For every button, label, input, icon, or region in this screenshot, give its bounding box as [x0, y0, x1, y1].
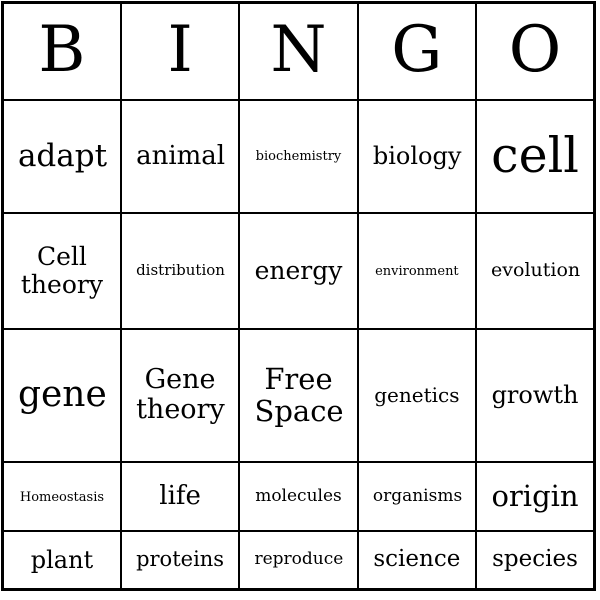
bingo-cell-word: life [159, 480, 201, 511]
bingo-cell-word: biochemistry [255, 149, 342, 165]
bingo-header-letter: B [38, 13, 86, 88]
bingo-cell-word: biology [372, 141, 462, 170]
bingo-cell: origin [475, 461, 596, 532]
bingo-cell: science [356, 529, 478, 591]
bingo-header-letter: G [391, 13, 443, 88]
bingo-cell: environment [356, 211, 478, 330]
bingo-cell: genetics [356, 327, 478, 464]
bingo-row: Cell theory distribution energy environm… [1, 211, 596, 330]
bingo-row: Homeostasis life molecules organisms ori… [1, 461, 596, 532]
bingo-header-cell: N [238, 1, 359, 101]
bingo-header-letter: N [270, 13, 327, 88]
bingo-cell-word: Gene theory [136, 364, 225, 426]
bingo-cell: cell [475, 98, 596, 214]
bingo-cell-word: proteins [136, 547, 225, 572]
bingo-cell-word: plant [30, 545, 94, 574]
bingo-cell: molecules [238, 461, 359, 532]
free-space-label: Free Space [254, 361, 344, 429]
bingo-cell: evolution [475, 211, 596, 330]
bingo-cell: plant [1, 529, 122, 591]
bingo-cell-word: origin [491, 479, 579, 514]
bingo-row: adapt animal biochemistry biology cell [1, 98, 596, 214]
bingo-cell-word: Homeostasis [19, 489, 105, 505]
bingo-cell: organisms [356, 461, 478, 532]
bingo-cell-word: reproduce [254, 549, 344, 570]
bingo-row: plant proteins reproduce science species [1, 529, 596, 591]
bingo-cell-word: Cell theory [20, 241, 103, 299]
bingo-cell-word: evolution [491, 259, 581, 282]
bingo-cell: Homeostasis [1, 461, 122, 532]
bingo-header-cell: B [1, 1, 122, 101]
bingo-cell-word: animal [136, 140, 226, 171]
free-space-cell: Free Space [238, 327, 359, 464]
bingo-cell-word: cell [491, 126, 579, 184]
bingo-cell: reproduce [238, 529, 359, 591]
bingo-header-cell: O [475, 1, 596, 101]
bingo-cell-word: gene [17, 374, 107, 416]
bingo-row: gene Gene theory Free Space genetics gro… [1, 327, 596, 464]
bingo-cell: energy [238, 211, 359, 330]
bingo-cell: Gene theory [119, 327, 241, 464]
bingo-cell-word: growth [491, 380, 579, 409]
bingo-cell-word: species [492, 546, 578, 573]
bingo-cell: distribution [119, 211, 241, 330]
bingo-cell: species [475, 529, 596, 591]
bingo-cell: growth [475, 327, 596, 464]
bingo-cell: gene [1, 327, 122, 464]
bingo-cell: life [119, 461, 241, 532]
bingo-header-row: B I N G O [1, 1, 596, 101]
bingo-header-cell: G [356, 1, 478, 101]
bingo-header-letter: O [508, 13, 562, 88]
bingo-cell: proteins [119, 529, 241, 591]
bingo-header-letter: I [167, 13, 193, 88]
bingo-card: B I N G O adapt animal biochemistry biol… [1, 1, 596, 591]
bingo-cell-word: environment [375, 263, 459, 279]
bingo-header-cell: I [119, 1, 241, 101]
bingo-cell: adapt [1, 98, 122, 214]
bingo-cell-word: energy [254, 255, 343, 285]
bingo-cell-word: adapt [17, 137, 108, 174]
bingo-cell-word: distribution [136, 260, 225, 279]
bingo-cell: Cell theory [1, 211, 122, 330]
bingo-cell-word: organisms [372, 486, 463, 506]
bingo-cell-word: science [373, 546, 461, 573]
bingo-cell-word: genetics [374, 382, 460, 407]
bingo-cell: biology [356, 98, 478, 214]
bingo-cell-word: molecules [255, 486, 342, 506]
bingo-cell: biochemistry [238, 98, 359, 214]
bingo-cell: animal [119, 98, 241, 214]
